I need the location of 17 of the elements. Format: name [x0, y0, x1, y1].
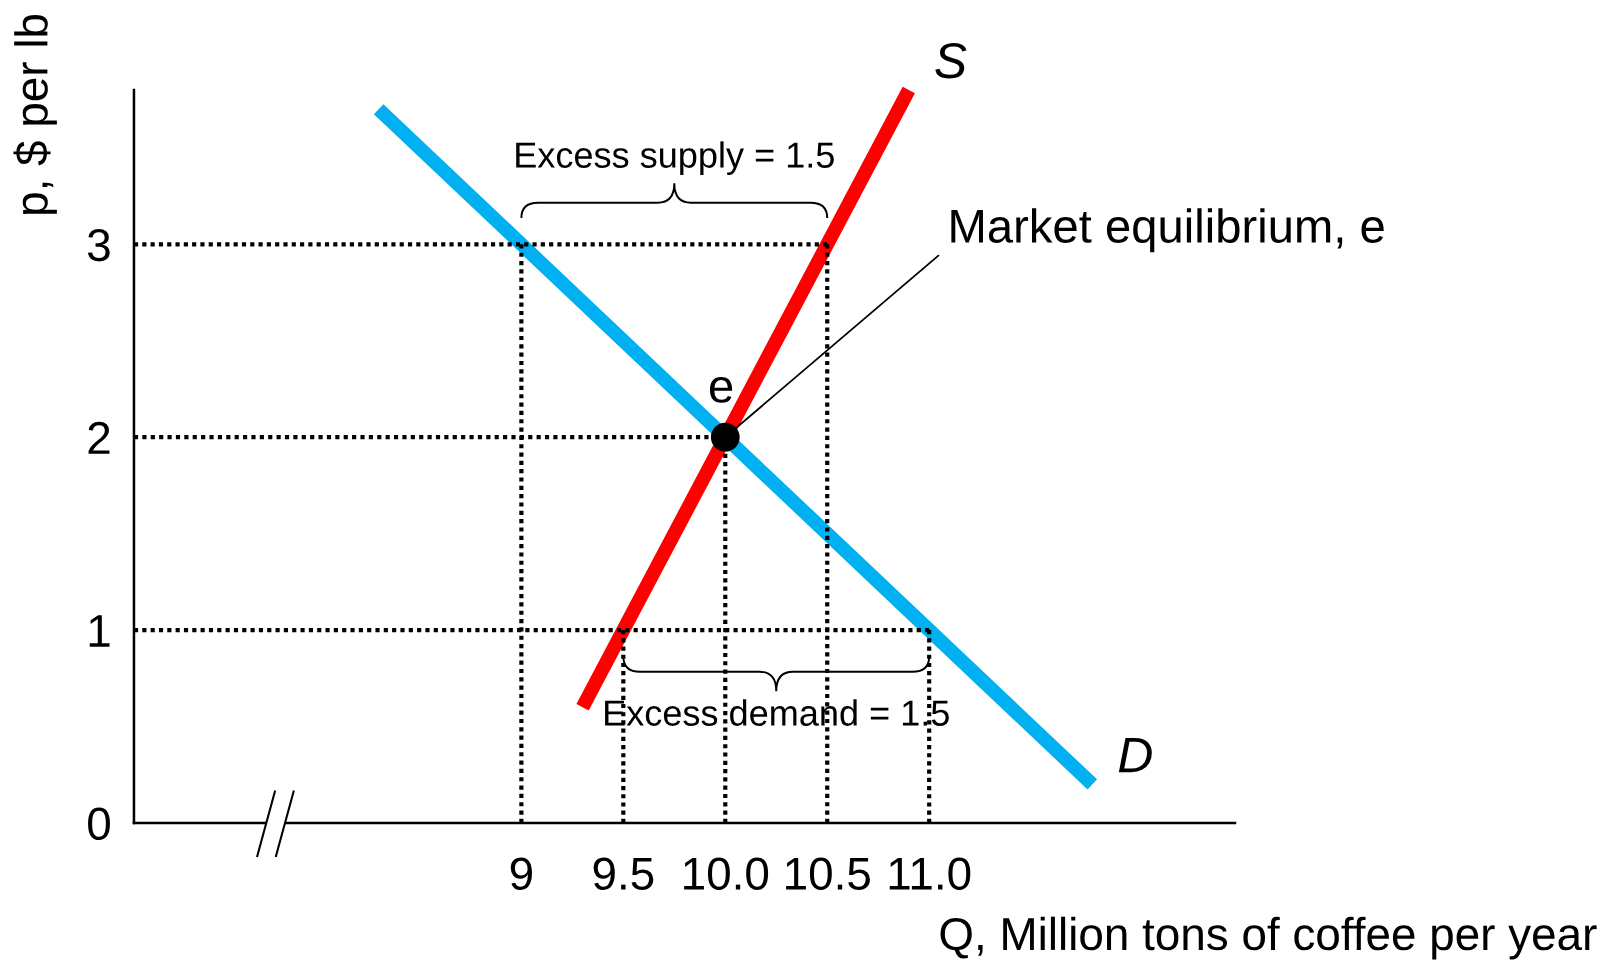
x-tick-label: 9.5: [593, 857, 654, 890]
annotation: Excess demand = 1.5: [605, 699, 949, 726]
x-tick-label: 10.5: [786, 857, 870, 890]
y-tick-label: 2: [88, 421, 110, 454]
y-tick-label: 0: [88, 807, 110, 841]
x-axis-title: Q, Million tons of coffee per year: [940, 916, 1597, 960]
series-label: e: [709, 377, 733, 403]
x-tick-label: 11.0: [889, 857, 971, 890]
series-label: D: [1118, 737, 1152, 773]
y-tick-label: 3: [88, 228, 110, 262]
y-axis-title: p, $ per lb: [13, 14, 57, 214]
series-label: S: [935, 43, 967, 79]
y-tick-label: 1: [89, 615, 110, 647]
x-tick-label: 9: [510, 857, 532, 890]
annotation: Market equilibrium, e: [951, 208, 1384, 253]
annotation: Excess supply = 1.5: [516, 141, 834, 176]
x-tick-label: 10.0: [684, 857, 769, 890]
